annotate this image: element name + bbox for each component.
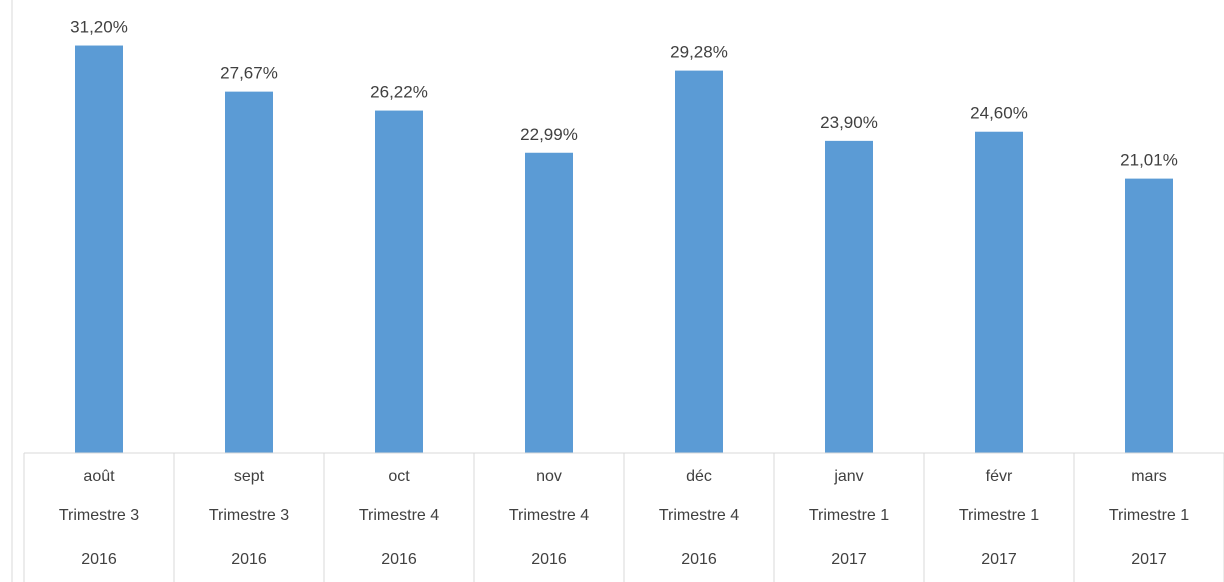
category-quarter-label: Trimestre 4: [509, 507, 589, 524]
bar: [1125, 178, 1173, 453]
bar: [225, 91, 273, 454]
category-year-label: 2017: [1131, 551, 1167, 568]
category-month-label: août: [83, 468, 115, 485]
category-year-label: 2017: [981, 551, 1017, 568]
category-year-label: 2016: [81, 551, 117, 568]
category-year-label: 2017: [831, 551, 867, 568]
bar: [375, 110, 423, 453]
category-month-label: févr: [986, 468, 1013, 485]
bar: [525, 152, 573, 453]
bar: [75, 45, 123, 453]
category-year-label: 2016: [531, 551, 567, 568]
category-quarter-label: Trimestre 1: [1109, 507, 1189, 524]
category-quarter-label: Trimestre 3: [59, 507, 139, 524]
bar: [675, 70, 723, 453]
data-label: 27,67%: [220, 64, 278, 83]
category-quarter-label: Trimestre 4: [359, 507, 439, 524]
category-year-label: 2016: [381, 551, 417, 568]
data-label: 29,28%: [670, 43, 728, 62]
category-month-label: nov: [536, 468, 562, 485]
data-label: 26,22%: [370, 83, 428, 102]
data-label: 23,90%: [820, 113, 878, 132]
category-month-label: sept: [234, 468, 265, 485]
category-quarter-label: Trimestre 4: [659, 507, 739, 524]
category-quarter-label: Trimestre 1: [959, 507, 1039, 524]
category-month-label: oct: [388, 468, 410, 485]
category-quarter-label: Trimestre 1: [809, 507, 889, 524]
category-year-label: 2016: [681, 551, 717, 568]
category-year-label: 2016: [231, 551, 267, 568]
category-month-label: janv: [833, 468, 863, 485]
category-month-label: déc: [686, 468, 712, 485]
category-axis-table: août Trimestre 3 2016 sept Trimestre 3 2016 oc…: [23, 452, 1224, 582]
value-labels-group: 31,20% 27,67% 26,22% 22,99% 29,28% 23,90% 24,6…: [70, 18, 1178, 170]
data-label: 21,01%: [1120, 151, 1178, 170]
bar: [825, 140, 873, 453]
data-label: 24,60%: [970, 104, 1028, 123]
data-label: 22,99%: [520, 125, 578, 144]
bars-group: [75, 45, 1173, 454]
category-month-label: mars: [1131, 468, 1167, 485]
category-quarter-label: Trimestre 3: [209, 507, 289, 524]
data-label: 31,20%: [70, 18, 128, 37]
bar: [975, 131, 1023, 453]
